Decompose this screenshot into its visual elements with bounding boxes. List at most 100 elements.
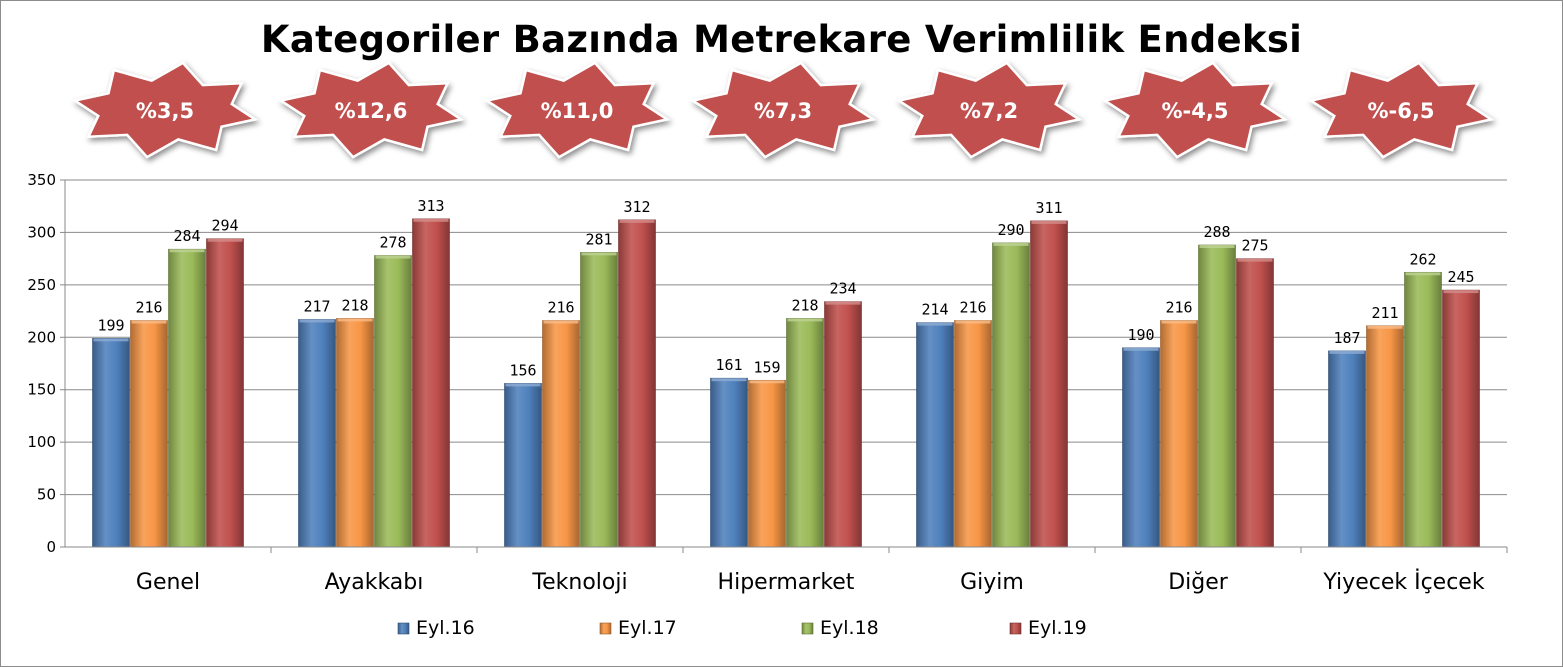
legend-swatch-Eyl.16 bbox=[397, 622, 410, 635]
bar-cap bbox=[299, 319, 335, 323]
category-label: Hipermarket bbox=[718, 570, 855, 595]
bar-cap bbox=[1329, 350, 1365, 354]
data-label: 281 bbox=[585, 230, 612, 248]
bar-cap bbox=[131, 320, 167, 324]
data-label: 216 bbox=[135, 299, 162, 317]
y-tick-label: 250 bbox=[27, 276, 56, 294]
bar-cap bbox=[711, 378, 747, 382]
bar-cap bbox=[337, 318, 373, 322]
bar-cap bbox=[93, 338, 129, 342]
bar-Eyl.18 bbox=[1404, 271, 1442, 548]
bar-Eyl.17 bbox=[748, 379, 786, 548]
data-label: 199 bbox=[97, 316, 124, 334]
bar-Eyl.18 bbox=[1198, 244, 1236, 548]
category-label: Giyim bbox=[960, 570, 1024, 595]
growth-badge-label: %-6,5 bbox=[1368, 99, 1435, 123]
data-label: 216 bbox=[959, 299, 986, 317]
y-tick-label: 100 bbox=[27, 433, 56, 451]
data-label: 218 bbox=[341, 296, 368, 314]
data-label: 313 bbox=[417, 197, 444, 215]
chart-title: Kategoriler Bazında Metrekare Verimlilik… bbox=[260, 18, 1303, 61]
data-label: 190 bbox=[1127, 326, 1154, 344]
bar-Eyl.19 bbox=[206, 238, 244, 548]
bar-Eyl.16 bbox=[504, 383, 542, 548]
bar-Eyl.19 bbox=[1236, 258, 1274, 548]
category-label: Genel bbox=[136, 570, 200, 595]
data-label: 211 bbox=[1371, 304, 1398, 322]
legend-label: Eyl.18 bbox=[820, 617, 879, 639]
bar-Eyl.18 bbox=[992, 242, 1030, 548]
gridlines bbox=[65, 179, 1507, 548]
data-label: 294 bbox=[211, 217, 238, 235]
growth-badge bbox=[689, 61, 877, 159]
legend-swatch-Eyl.19 bbox=[1009, 622, 1022, 635]
bar-cap bbox=[1199, 245, 1235, 249]
bar-cap bbox=[413, 218, 449, 222]
bar-cap bbox=[207, 238, 243, 242]
data-label: 284 bbox=[173, 227, 200, 245]
bar-Eyl.17 bbox=[1366, 325, 1404, 548]
data-label: 311 bbox=[1035, 199, 1062, 217]
legend-label: Eyl.16 bbox=[416, 617, 475, 639]
category-label: Diğer bbox=[1168, 570, 1229, 595]
data-label: 278 bbox=[379, 233, 406, 251]
y-tick-label: 350 bbox=[27, 171, 56, 189]
data-label: 288 bbox=[1203, 223, 1230, 241]
bar-cap bbox=[1123, 347, 1159, 351]
bar-cap bbox=[787, 318, 823, 322]
bar-cap bbox=[1237, 258, 1273, 262]
y-tick-label: 0 bbox=[46, 538, 56, 556]
data-label: 187 bbox=[1333, 329, 1360, 347]
bar-cap bbox=[749, 380, 785, 384]
bar-cap bbox=[1367, 325, 1403, 329]
bar-Eyl.19 bbox=[618, 219, 656, 548]
growth-badge-label: %11,0 bbox=[541, 99, 614, 123]
data-label: 218 bbox=[791, 296, 818, 314]
bar-Eyl.16 bbox=[1122, 347, 1160, 548]
growth-badge bbox=[483, 61, 671, 159]
data-label: 275 bbox=[1241, 237, 1268, 255]
bar-Eyl.16 bbox=[710, 377, 748, 548]
bar-cap bbox=[1031, 220, 1067, 224]
category-label: Teknoloji bbox=[531, 570, 627, 595]
bar-Eyl.17 bbox=[954, 320, 992, 548]
bar-Eyl.19 bbox=[1030, 220, 1068, 548]
data-label: 161 bbox=[715, 356, 742, 374]
growth-badges: %3,5 %12,6 %11,0 %7,3 %7,2 %-4,5 %-6,5 bbox=[71, 61, 1495, 159]
bar-Eyl.16 bbox=[92, 338, 130, 548]
bar-Eyl.17 bbox=[542, 320, 580, 548]
bar-Eyl.17 bbox=[130, 320, 168, 548]
bar-cap bbox=[169, 249, 205, 253]
bar-Eyl.17 bbox=[1160, 320, 1198, 548]
bar-Eyl.18 bbox=[168, 248, 206, 548]
data-label: 245 bbox=[1447, 268, 1474, 286]
x-axis: Genel Ayakkabı Teknoloji Hipermarket Giyim Di… bbox=[65, 546, 1508, 595]
legend-label: Eyl.17 bbox=[618, 617, 677, 639]
data-label: 234 bbox=[829, 280, 856, 298]
data-label: 312 bbox=[623, 198, 650, 216]
legend-label: Eyl.19 bbox=[1028, 617, 1087, 639]
bar-Eyl.19 bbox=[1442, 289, 1480, 548]
growth-badge-label: %12,6 bbox=[335, 99, 408, 123]
category-label: Yiyecek İçecek bbox=[1322, 569, 1484, 595]
legend: Eyl.16 Eyl.17 Eyl.18 Eyl.19 bbox=[397, 617, 1087, 639]
bar-cap bbox=[1161, 320, 1197, 324]
legend-swatch-Eyl.17 bbox=[599, 622, 612, 635]
bar-cap bbox=[917, 322, 953, 326]
growth-badge bbox=[1101, 61, 1289, 159]
y-axis: 0 50 100 150 200 250 300 350 bbox=[27, 171, 66, 556]
bar-cap bbox=[619, 219, 655, 223]
y-tick-label: 50 bbox=[37, 486, 56, 504]
bar-Eyl.17 bbox=[336, 318, 374, 548]
data-label: 262 bbox=[1409, 250, 1436, 268]
growth-badge bbox=[71, 61, 259, 159]
growth-badge-label: %-4,5 bbox=[1162, 99, 1229, 123]
data-label: 156 bbox=[509, 361, 536, 379]
bar-cap bbox=[1443, 290, 1479, 294]
bar-cap bbox=[955, 320, 991, 324]
legend-swatch-Eyl.18 bbox=[801, 622, 814, 635]
data-label: 290 bbox=[997, 221, 1024, 239]
y-tick-label: 150 bbox=[27, 381, 56, 399]
bar-Eyl.16 bbox=[298, 319, 336, 548]
